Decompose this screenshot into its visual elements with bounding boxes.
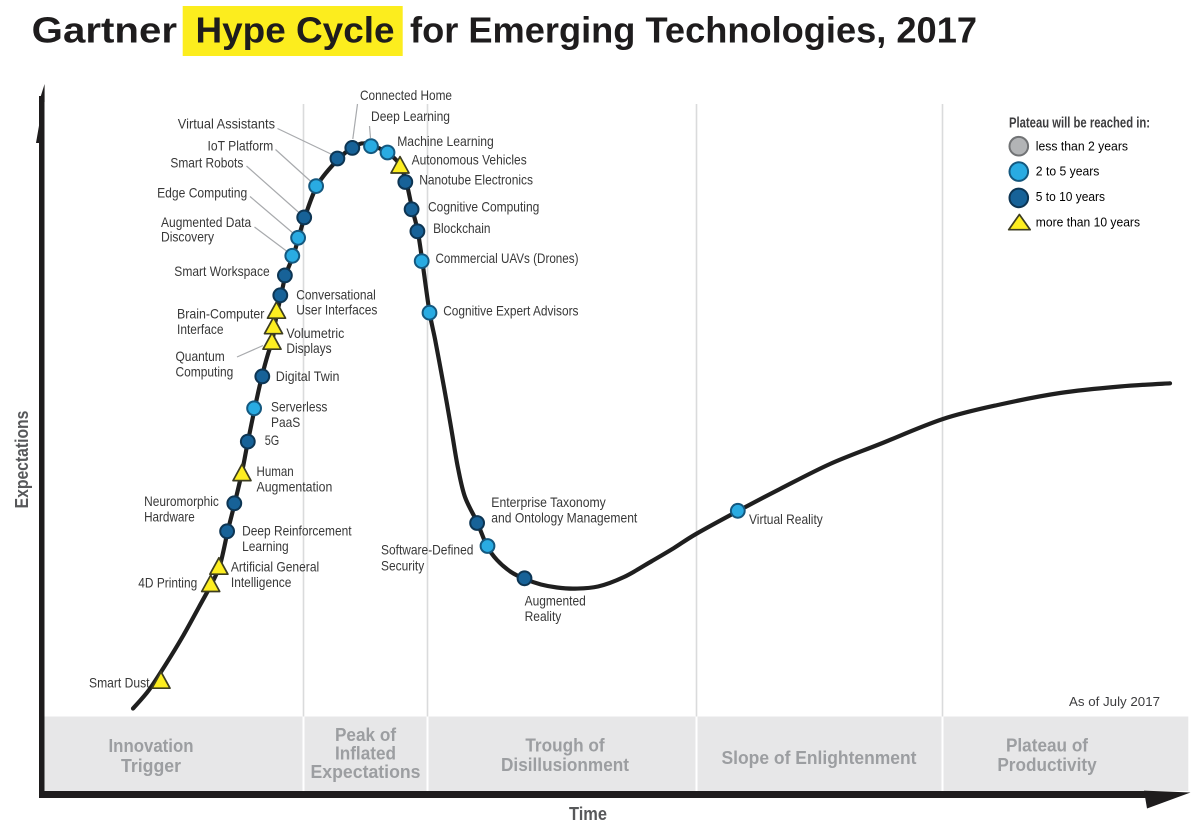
svg-text:Brain-Computer: Brain-Computer [177,307,265,322]
svg-text:Edge Computing: Edge Computing [157,186,247,201]
svg-text:Hardware: Hardware [144,510,195,525]
svg-text:Smart Robots: Smart Robots [170,156,243,171]
svg-text:Deep Learning: Deep Learning [371,109,450,124]
svg-text:more than 10 years: more than 10 years [1036,215,1141,230]
svg-text:Digital Twin: Digital Twin [276,369,340,384]
svg-text:less than 2 years: less than 2 years [1036,138,1129,153]
svg-text:Conversational: Conversational [296,288,376,303]
svg-text:Disillusionment: Disillusionment [501,755,629,775]
svg-text:Connected Home: Connected Home [360,88,452,103]
svg-text:Inflated: Inflated [335,744,396,764]
svg-text:Cognitive Expert Advisors: Cognitive Expert Advisors [443,303,578,318]
svg-text:Learning: Learning [242,539,289,554]
svg-text:Security: Security [381,559,424,574]
svg-text:As of July 2017: As of July 2017 [1069,694,1160,709]
svg-text:Cognitive Computing: Cognitive Computing [428,200,539,215]
svg-text:Innovation: Innovation [109,736,194,756]
svg-text:Slope of Enlightenment: Slope of Enlightenment [722,748,917,768]
svg-text:Gartner: Gartner [32,10,177,51]
svg-text:Blockchain: Blockchain [433,221,490,236]
svg-text:Augmented Data: Augmented Data [161,215,252,230]
svg-text:Virtual Assistants: Virtual Assistants [178,117,275,132]
svg-text:Deep Reinforcement: Deep Reinforcement [242,524,352,539]
svg-text:Plateau will be reached in:: Plateau will be reached in: [1009,116,1150,132]
svg-text:Time: Time [569,804,607,824]
svg-text:Expectations: Expectations [311,762,421,782]
svg-text:IoT Platform: IoT Platform [208,139,274,154]
svg-text:Neuromorphic: Neuromorphic [144,494,219,509]
svg-text:Volumetric: Volumetric [286,326,344,341]
svg-text:Enterprise Taxonomy: Enterprise Taxonomy [491,495,606,510]
svg-text:Trigger: Trigger [121,756,181,776]
svg-text:5 to 10 years: 5 to 10 years [1036,189,1106,204]
svg-text:Software-Defined: Software-Defined [381,543,473,558]
svg-text:Trough of: Trough of [525,736,605,756]
svg-text:Interface: Interface [177,322,224,337]
svg-text:Machine Learning: Machine Learning [397,134,494,149]
svg-text:and Ontology Management: and Ontology Management [491,511,637,526]
svg-text:Nanotube Electronics: Nanotube Electronics [419,172,533,187]
svg-text:Plateau of: Plateau of [1006,736,1089,756]
svg-text:Intelligence: Intelligence [231,575,292,590]
svg-text:Artificial General: Artificial General [231,560,319,575]
svg-text:Augmented: Augmented [525,594,586,609]
svg-text:User Interfaces: User Interfaces [296,303,377,318]
svg-text:5G: 5G [265,433,280,448]
svg-text:PaaS: PaaS [271,415,300,430]
svg-text:Quantum: Quantum [176,349,225,364]
svg-text:Commercial UAVs (Drones): Commercial UAVs (Drones) [436,251,579,266]
svg-text:2 to 5 years: 2 to 5 years [1036,164,1100,179]
svg-text:Smart Workspace: Smart Workspace [174,264,269,279]
svg-text:4D Printing: 4D Printing [138,576,197,591]
svg-text:Computing: Computing [176,365,234,380]
svg-text:Human: Human [257,464,294,479]
svg-text:Peak of: Peak of [335,725,397,745]
svg-text:Hype Cycle: Hype Cycle [196,10,395,51]
svg-text:Displays: Displays [286,341,331,356]
svg-text:Autonomous Vehicles: Autonomous Vehicles [412,153,527,168]
svg-text:Productivity: Productivity [997,755,1096,775]
svg-text:Virtual Reality: Virtual Reality [749,512,823,527]
svg-text:Serverless: Serverless [271,400,328,415]
svg-text:Expectations: Expectations [12,411,32,509]
svg-text:Discovery: Discovery [161,230,214,245]
svg-text:Smart Dust: Smart Dust [89,676,150,691]
svg-text:Reality: Reality [525,609,562,624]
svg-text:Augmentation: Augmentation [257,480,333,495]
svg-text:for Emerging Technologies, 201: for Emerging Technologies, 2017 [410,10,977,51]
